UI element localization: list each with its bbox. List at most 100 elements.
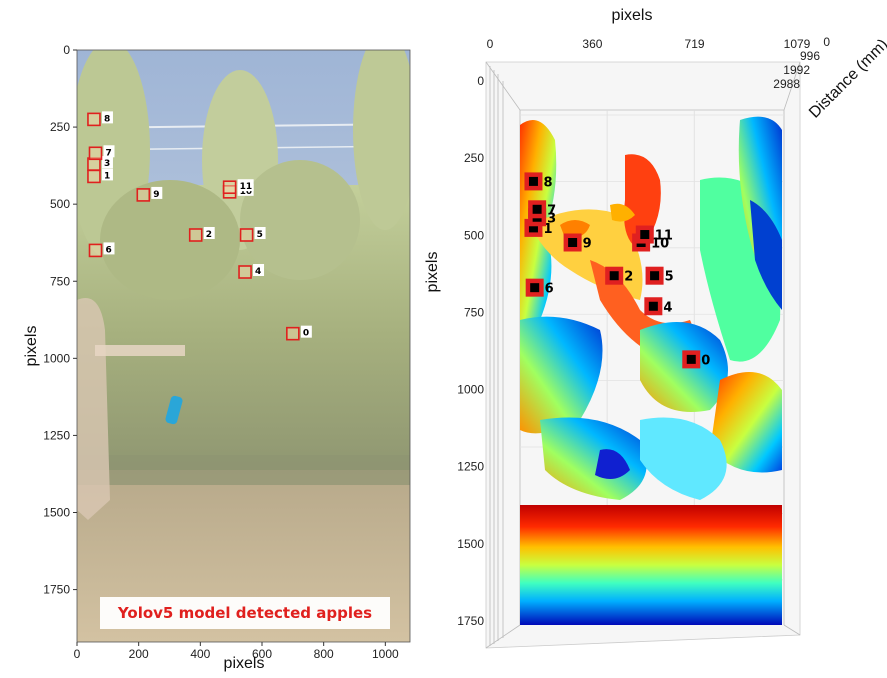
marker-label: 7 bbox=[547, 203, 556, 218]
detected-apple-box: 2 bbox=[188, 227, 215, 242]
box-label: 3 bbox=[104, 159, 110, 169]
marker-label: 10 bbox=[651, 237, 669, 252]
right-y-tick-label: 1750 bbox=[457, 614, 484, 628]
marker-label: 4 bbox=[663, 300, 672, 315]
left-x-axis-label: pixels bbox=[224, 655, 265, 672]
box-label: 9 bbox=[153, 190, 159, 200]
left-y-tick-label: 750 bbox=[50, 274, 70, 288]
box-label: 6 bbox=[106, 245, 112, 255]
marker-inner bbox=[532, 204, 542, 214]
apple-marker: 4 bbox=[644, 297, 672, 316]
box-label: 0 bbox=[303, 329, 309, 339]
left-y-tick-label: 0 bbox=[63, 43, 70, 57]
bounding-box bbox=[87, 169, 101, 184]
right-y-tick-label: 250 bbox=[464, 151, 484, 165]
bounding-box bbox=[88, 243, 103, 258]
orchard-photo bbox=[77, 50, 410, 642]
right-y-tick-label: 750 bbox=[464, 305, 484, 319]
marker-inner bbox=[650, 271, 660, 281]
left-y-tick-label: 1250 bbox=[43, 428, 70, 442]
left-x-tick-label: 800 bbox=[314, 647, 334, 661]
detected-apple-box: 0 bbox=[286, 325, 312, 341]
detected-apple-box: 5 bbox=[239, 227, 266, 242]
box-label-bg bbox=[101, 156, 113, 169]
marker-inner bbox=[648, 301, 658, 311]
marker-inner bbox=[568, 238, 578, 247]
box-label-bg bbox=[103, 242, 115, 255]
box-label: 1 bbox=[104, 171, 110, 181]
left-x-tick-label: 600 bbox=[252, 647, 272, 661]
right-x-tick-label: 360 bbox=[582, 37, 602, 51]
banner-text: Yolov5 model detected apples bbox=[117, 604, 372, 622]
left-x-tick-label: 200 bbox=[129, 647, 149, 661]
apple-marker: 0 bbox=[682, 350, 710, 369]
apple-marker: 6 bbox=[525, 278, 554, 297]
right-y-axis-label: pixels bbox=[424, 252, 441, 293]
detected-apple-box: 8 bbox=[87, 111, 113, 127]
apple-marker: 8 bbox=[524, 172, 553, 191]
marker-label: 5 bbox=[665, 270, 674, 285]
box-label-bg bbox=[254, 227, 266, 239]
detected-apple-box: 11 bbox=[222, 179, 254, 195]
bounding-box bbox=[136, 188, 151, 202]
box-label-bg bbox=[203, 227, 215, 239]
box-label: 4 bbox=[255, 267, 261, 277]
left-x-tick-label: 400 bbox=[190, 647, 210, 661]
bounding-box bbox=[188, 228, 203, 242]
bounding-box bbox=[87, 112, 101, 127]
left-x-tick-label: 1000 bbox=[372, 647, 399, 661]
marker-label: 0 bbox=[701, 353, 710, 368]
apple-marker: 11 bbox=[635, 225, 673, 244]
left-axes: 0 200 400 600 800 100002505007501000125015001… bbox=[43, 43, 399, 661]
marker-inner bbox=[609, 271, 619, 281]
bounding-box bbox=[286, 326, 300, 341]
marker-label: 9 bbox=[583, 237, 592, 252]
depth-map bbox=[520, 116, 782, 625]
box-label-bg bbox=[253, 264, 265, 276]
right-y-tick-label: 1000 bbox=[457, 383, 484, 397]
box-label: 7 bbox=[106, 148, 112, 158]
box-label-bg bbox=[300, 325, 312, 338]
bounding-box bbox=[88, 146, 103, 161]
right-y-tick-label: 1500 bbox=[457, 537, 484, 551]
marker-label: 8 bbox=[543, 175, 552, 190]
right-z-tick-label: 0 bbox=[823, 35, 830, 49]
detection-banner: Yolov5 model detected apples bbox=[100, 597, 390, 629]
marker-label: 2 bbox=[624, 270, 633, 285]
box-label-bg bbox=[151, 186, 163, 199]
left-x-tick-label: 0 bbox=[74, 647, 81, 661]
left-y-axis-label: pixels bbox=[23, 326, 40, 367]
bounding-box bbox=[222, 180, 237, 195]
marker-label: 11 bbox=[655, 229, 673, 244]
marker-inner bbox=[640, 230, 650, 240]
right-y-tick-label: 0 bbox=[477, 74, 484, 88]
apple-marker: 9 bbox=[563, 233, 592, 252]
right-x-tick-label: 0 bbox=[487, 37, 494, 51]
detected-apple-box: 6 bbox=[88, 242, 115, 258]
right-x-tick-label: 1079 bbox=[784, 37, 811, 51]
marker-label: 6 bbox=[545, 282, 554, 297]
bounding-box bbox=[239, 228, 254, 242]
box-label: 5 bbox=[257, 230, 263, 240]
left-y-tick-label: 1750 bbox=[43, 583, 70, 597]
left-y-tick-label: 1000 bbox=[43, 351, 70, 365]
right-y-tick-label: 1250 bbox=[457, 460, 484, 474]
right-z-tick-label: 1992 bbox=[783, 63, 810, 77]
box-label: 10 bbox=[240, 187, 253, 197]
box-label: 2 bbox=[206, 230, 212, 240]
apple-marker: 2 bbox=[605, 266, 633, 285]
right-z-tick-label: 2988 bbox=[773, 77, 800, 91]
marker-inner bbox=[528, 223, 538, 233]
box-label-bg bbox=[101, 168, 113, 181]
left-y-tick-label: 1500 bbox=[43, 506, 70, 520]
apple-marker: 5 bbox=[645, 266, 674, 285]
box-label: 8 bbox=[104, 114, 110, 124]
marker-label: 3 bbox=[547, 211, 556, 226]
marker-inner bbox=[686, 354, 696, 364]
box-label: 11 bbox=[240, 182, 253, 192]
box-label-bg bbox=[103, 145, 115, 158]
detected-apple-box: 4 bbox=[238, 264, 265, 279]
